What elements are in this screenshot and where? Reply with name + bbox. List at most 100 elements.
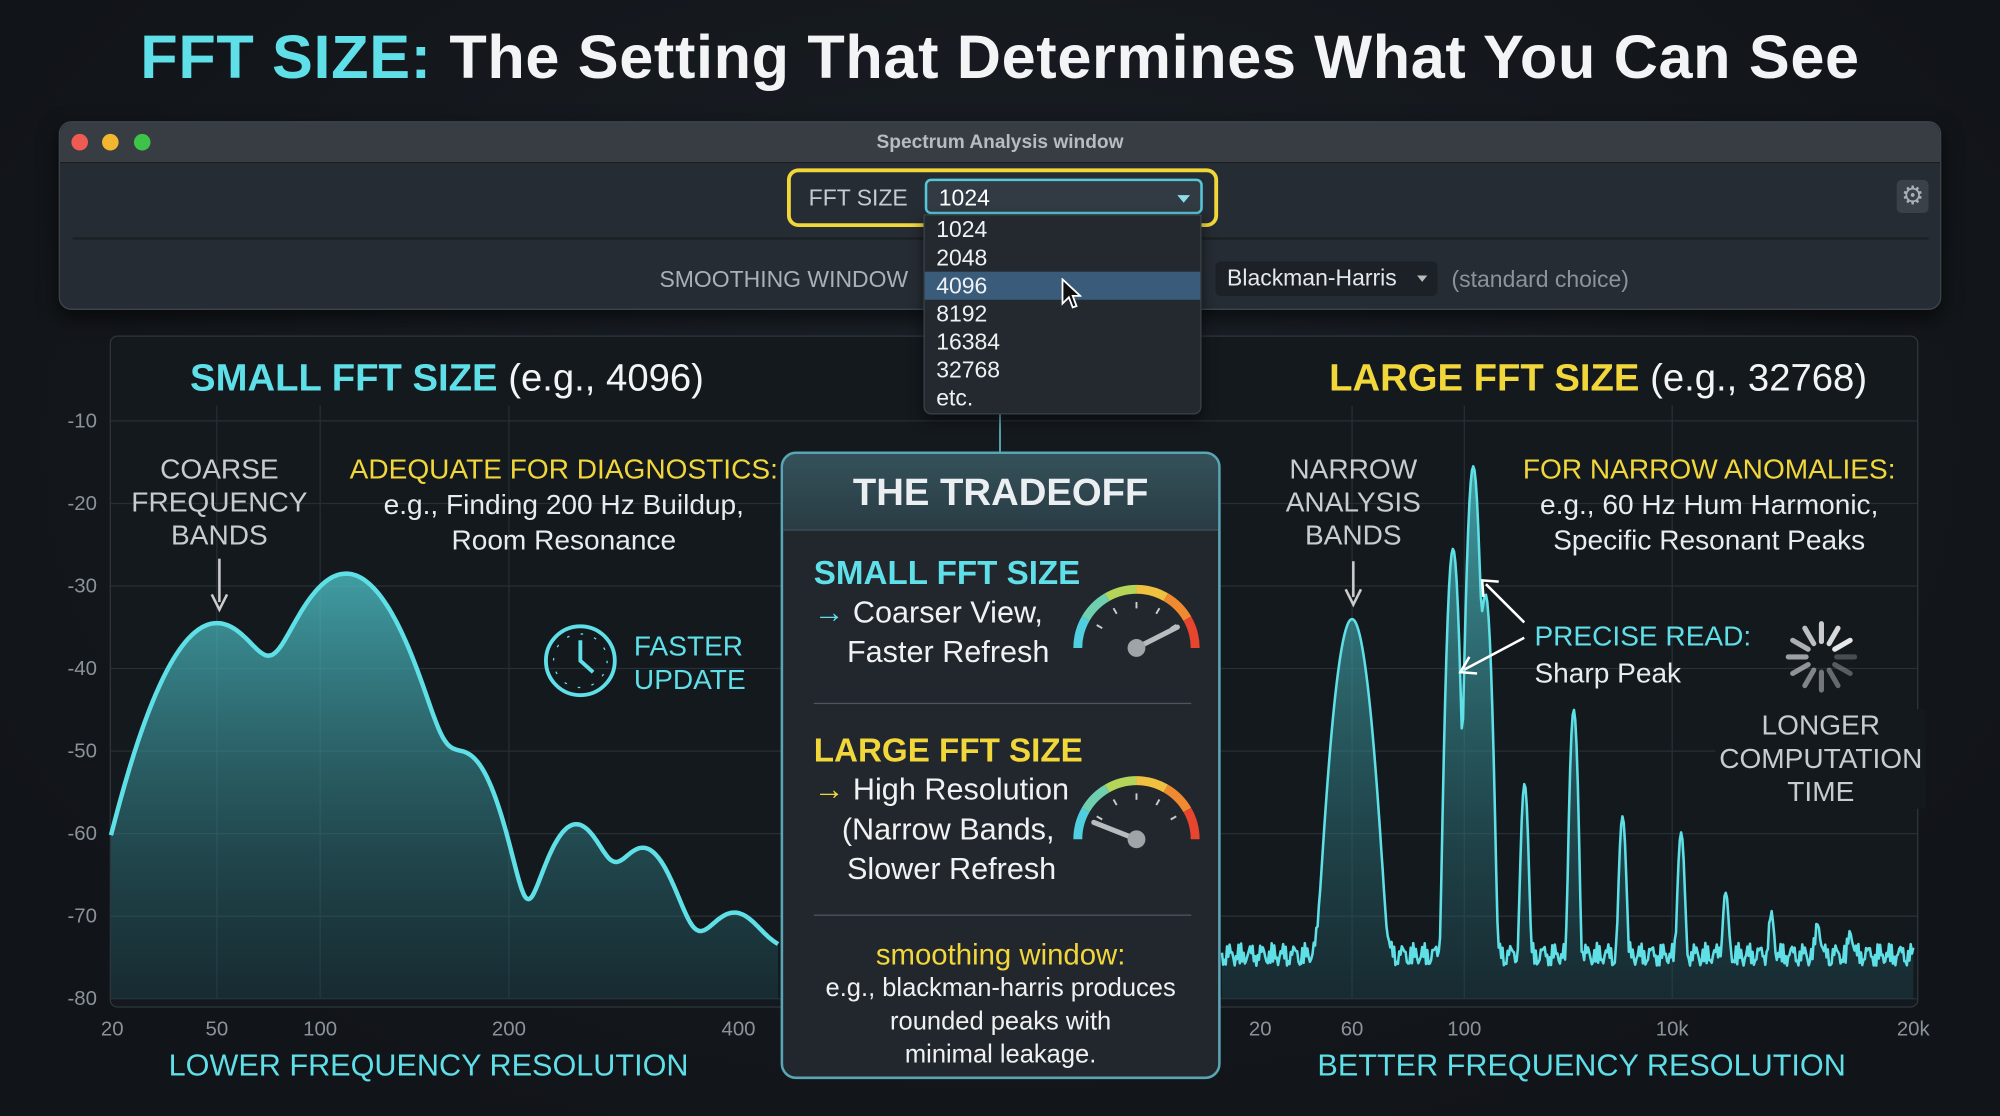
spinner-spoke xyxy=(1790,661,1811,677)
gauge-segment xyxy=(1163,593,1192,622)
spinner-spoke xyxy=(1790,637,1811,652)
gauge-segment xyxy=(1183,807,1200,840)
window-title: Spectrum Analysis window xyxy=(876,131,1124,154)
x-tick-label: 400 xyxy=(722,1019,756,1041)
small-fft-section: SMALL FFT SIZE → Coarser View, Faster Re… xyxy=(813,553,1081,670)
gauge-segment xyxy=(1136,776,1169,793)
anomalies-annotation: FOR NARROW ANOMALIES: e.g., 60 Hz Hum Har… xyxy=(1522,452,1896,557)
y-tick-label: -80 xyxy=(67,988,96,1010)
divider xyxy=(813,702,1192,705)
gauge-tick xyxy=(1096,815,1103,821)
y-tick-label: -10 xyxy=(67,410,96,432)
precise-read-annotation: PRECISE READ: Sharp Peak xyxy=(1534,619,1752,689)
y-tick-label: -50 xyxy=(67,740,96,762)
spinner-spoke xyxy=(1826,625,1841,647)
spinner-spoke xyxy=(1802,667,1817,689)
y-tick-label: -40 xyxy=(67,658,96,680)
y-tick-label: -70 xyxy=(67,906,96,928)
fft-option-1024[interactable]: 1024 xyxy=(936,216,988,243)
arrow-right-icon: → xyxy=(813,595,845,631)
chevron-down-icon xyxy=(1177,195,1191,203)
fft-option-8192[interactable]: 8192 xyxy=(936,301,988,327)
small-fft-spectrum-area xyxy=(110,573,779,999)
x-tick-label: 10k xyxy=(1656,1019,1690,1041)
coarse-bands-label: COARSE FREQUENCY BANDS xyxy=(131,452,308,552)
arrow-right-icon: → xyxy=(813,772,845,808)
fft-option-32768[interactable]: 32768 xyxy=(936,357,1001,383)
divider xyxy=(813,914,1192,916)
spinner-spoke xyxy=(1802,625,1817,647)
x-tick-label: 20k xyxy=(1897,1019,1931,1041)
close-button[interactable] xyxy=(71,133,89,151)
right-heading: LARGE FFT SIZE (e.g., 32768) xyxy=(1329,357,1868,400)
narrow-bands-label: NARROW ANALYSIS BANDS xyxy=(1285,452,1421,552)
loading-spinner-icon xyxy=(1785,621,1858,693)
adequate-annotation: ADEQUATE FOR DIAGNOSTICS: e.g., Finding 2… xyxy=(349,452,778,557)
speed-gauge-slow-icon xyxy=(1073,776,1200,849)
smoothing-note: (standard choice) xyxy=(1451,266,1629,293)
window-titlebar: Spectrum Analysis window xyxy=(59,122,1941,164)
longer-computation-label: LONGER COMPUTATION TIME xyxy=(1715,709,1927,809)
left-bottom-label: LOWER FREQUENCY RESOLUTION xyxy=(168,1048,689,1083)
y-tick-label: -60 xyxy=(67,823,96,845)
mouse-cursor-icon xyxy=(1061,278,1082,309)
x-tick-label: 20 xyxy=(101,1019,124,1041)
gauge-segment xyxy=(1081,593,1110,622)
gauge-segment xyxy=(1104,584,1137,602)
small-fft-spectrum-line xyxy=(108,571,780,946)
smoothing-window-select[interactable]: Blackman-Harris xyxy=(1215,261,1438,296)
smoothing-note-section: smoothing window: e.g., blackman-harris … xyxy=(825,937,1176,1069)
gauge-tick xyxy=(1112,607,1118,615)
minimize-button[interactable] xyxy=(102,133,119,151)
large-fft-section: LARGE FFT SIZE → High Resolution (Narrow… xyxy=(813,730,1083,887)
x-tick-label: 20 xyxy=(1249,1019,1272,1041)
chevron-down-icon xyxy=(1417,275,1428,282)
x-tick-label: 100 xyxy=(1447,1019,1481,1041)
y-tick-label: -30 xyxy=(67,575,96,597)
precise-read-arrows xyxy=(1458,578,1526,675)
fft-option-16384[interactable]: 16384 xyxy=(936,329,1001,355)
gauge-segment xyxy=(1136,584,1169,602)
spinner-spoke xyxy=(1826,667,1841,689)
spinner-spoke xyxy=(1832,661,1853,677)
y-tick-label: -20 xyxy=(67,493,96,515)
right-bottom-label: BETTER FREQUENCY RESOLUTION xyxy=(1317,1048,1846,1083)
left-heading: SMALL FFT SIZE (e.g., 4096) xyxy=(190,357,704,400)
x-tick-label: 50 xyxy=(205,1019,228,1041)
gauge-hub xyxy=(1127,830,1146,849)
gauge-segment xyxy=(1073,616,1090,649)
large-fft-spectrum-line xyxy=(1220,465,1915,967)
smoothing-window-value: Blackman-Harris xyxy=(1227,265,1397,291)
gauge-segment xyxy=(1163,784,1192,813)
gauge-tick xyxy=(1155,799,1161,806)
fft-size-value: 1024 xyxy=(938,184,990,211)
zoom-button[interactable] xyxy=(133,133,151,151)
faster-update-label: FASTER UPDATE xyxy=(633,630,746,696)
x-tick-label: 60 xyxy=(1341,1019,1364,1041)
fft-size-select[interactable]: 1024 xyxy=(924,178,1203,215)
gauge-tick xyxy=(1170,815,1177,821)
gear-icon[interactable]: ⚙ xyxy=(1896,179,1929,214)
x-tick-label: 100 xyxy=(303,1019,337,1041)
fft-size-label: FFT SIZE xyxy=(808,184,908,211)
gauge-tick xyxy=(1096,624,1103,630)
gauge-segment xyxy=(1104,776,1137,793)
speed-gauge-fast-icon xyxy=(1073,584,1200,657)
smoothing-window-label: SMOOTHING WINDOW xyxy=(659,266,909,293)
fft-size-dropdown: 1024 2048 4096 8192 16384 32768 etc. xyxy=(923,214,1202,415)
gauge-tick xyxy=(1155,607,1161,615)
clock-icon xyxy=(544,624,617,698)
coarse-bands-arrow xyxy=(210,558,229,613)
gauge-segment xyxy=(1073,807,1090,840)
spectrum-analysis-window: Spectrum Analysis window FFT SIZE 1024 S… xyxy=(58,121,1942,310)
narrow-bands-arrow xyxy=(1344,561,1363,608)
fft-option-2048[interactable]: 2048 xyxy=(936,244,988,271)
fft-option-etc[interactable]: etc. xyxy=(936,385,974,411)
spinner-spoke xyxy=(1832,637,1853,652)
gauge-tick xyxy=(1112,799,1118,806)
tradeoff-title: THE TRADEOFF xyxy=(783,454,1219,531)
gauge-hub xyxy=(1127,639,1146,657)
tradeoff-box: THE TRADEOFF SMALL FFT SIZE → Coarser Vi… xyxy=(780,451,1221,1080)
